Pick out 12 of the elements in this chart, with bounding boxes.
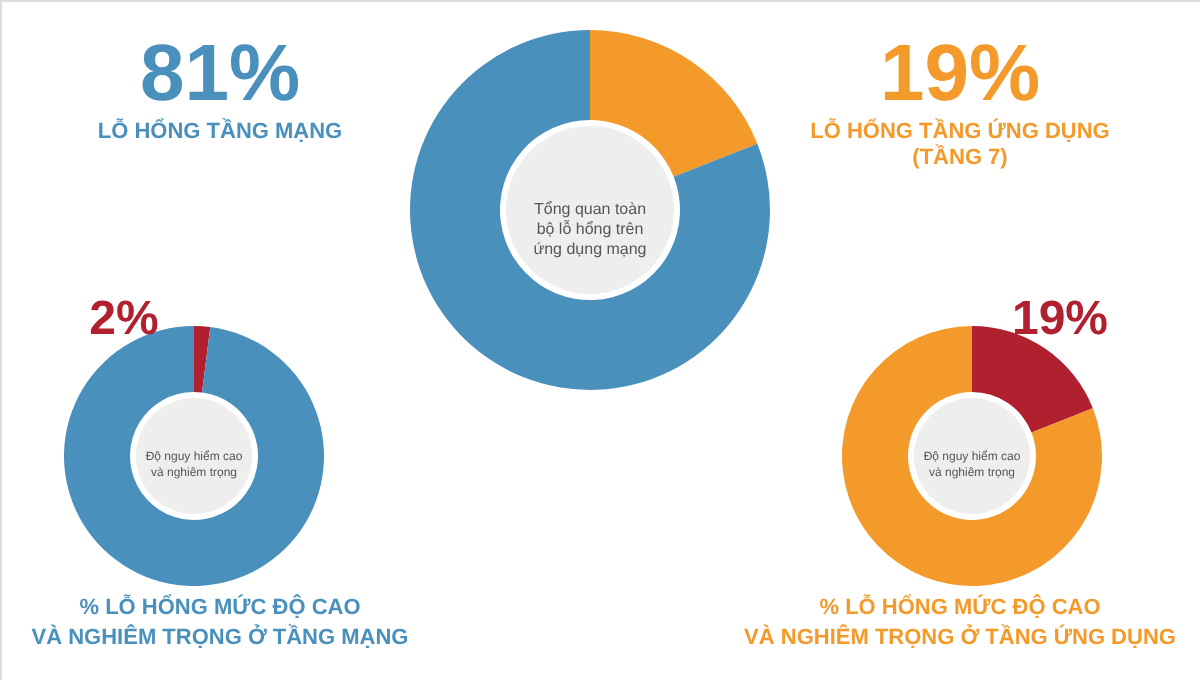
donut-slice	[410, 30, 770, 390]
slice-label: LỖ HỔNG TẦNG MẠNG	[97, 118, 343, 144]
slice-label: LỖ HỔNG TẦNG ỨNG DỤNG (TẦNG 7)	[810, 118, 1110, 170]
data-label: 19%	[879, 30, 1041, 118]
text: % LỖ HỔNG MỨC ĐỘ CAO VÀ NGHIÊM TRỌNG Ở TẦNG MẠNG	[31, 594, 409, 650]
data-label: 81%	[139, 30, 301, 118]
donut-slice	[590, 30, 758, 177]
data-label: 2%	[89, 292, 159, 346]
text: Tổng quan toàn bộ lỗ hổng trên ứng dụng mạng	[533, 200, 647, 258]
donut-slice	[194, 326, 211, 393]
data-label: 19%	[1011, 292, 1109, 346]
text: % LỖ HỔNG MỨC ĐỘ CAO VÀ NGHIÊM TRỌNG Ở TẦNG ỨNG DỤNG	[744, 594, 1176, 650]
